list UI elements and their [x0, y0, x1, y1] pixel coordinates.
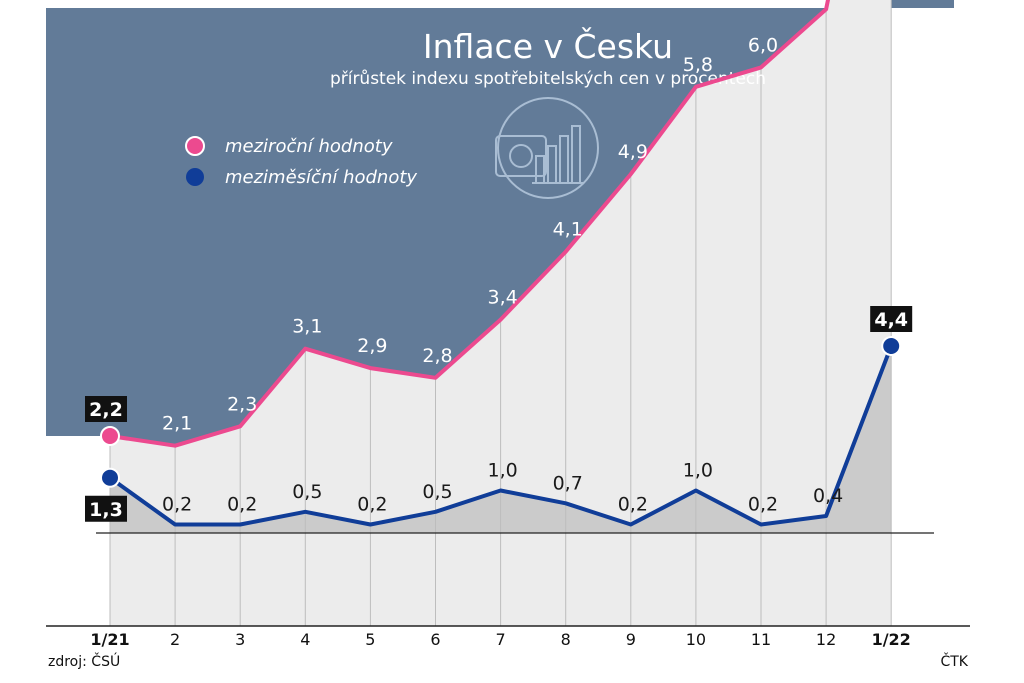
x-tick-label: 5 — [365, 630, 375, 649]
x-tick-label: 1/22 — [872, 630, 911, 649]
mom-data-label-box — [870, 306, 913, 332]
mom-data-label: 0,2 — [618, 494, 648, 516]
agency-credit: ČTK — [940, 652, 968, 670]
legend-marker-mom — [186, 168, 204, 186]
yoy-data-label-box — [85, 396, 127, 422]
x-tick-label: 2 — [170, 630, 180, 649]
x-tick-label: 9 — [626, 630, 636, 649]
mom-data-label: 0,2 — [357, 494, 387, 516]
yoy-data-label: 5,8 — [683, 54, 713, 76]
yoy-data-label: 3,1 — [292, 316, 322, 338]
x-tick-label: 7 — [496, 630, 506, 649]
mom-data-label: 0,2 — [748, 494, 778, 516]
x-tick-label: 8 — [561, 630, 571, 649]
x-tick-label: 12 — [816, 630, 836, 649]
yoy-data-label: 2,9 — [357, 335, 387, 357]
x-tick-label: 1/21 — [90, 630, 129, 649]
mom-data-label: 0,2 — [227, 494, 257, 516]
yoy-data-label: 2,2 — [89, 399, 123, 421]
mom-data-label: 1,0 — [487, 460, 517, 482]
x-tick-label: 4 — [300, 630, 310, 649]
yoy-data-label: 2,3 — [227, 393, 257, 415]
category-separators — [109, 0, 892, 626]
series-markers — [100, 336, 902, 488]
mom-marker-end — [881, 336, 902, 356]
mom-data-label: 0,2 — [162, 494, 192, 516]
x-ticks: 1/21 2 3 4 5 6 7 8 9 10 11 12 1/22 — [90, 630, 910, 649]
yoy-marker-start — [100, 426, 120, 446]
legend: meziroční hodnoty meziměsíční hodnoty — [185, 136, 417, 188]
mom-data-label: 1,3 — [89, 499, 123, 521]
source-note: zdroj: ČSÚ — [48, 652, 120, 670]
yoy-data-label: 4,9 — [618, 141, 648, 163]
x-tick-label: 6 — [430, 630, 440, 649]
legend-label-yoy: meziroční hodnoty — [225, 136, 393, 157]
legend-label-mom: meziměsíční hodnoty — [225, 167, 417, 188]
yoy-line — [109, 0, 831, 448]
yoy-data-label: 4,1 — [553, 219, 583, 241]
mom-data-label: 0,5 — [292, 481, 322, 503]
mom-data-label: 0,7 — [553, 472, 583, 494]
legend-marker-yoy — [185, 136, 205, 156]
chart-subtitle: přírůstek indexu spotřebitelských cen v … — [330, 69, 766, 89]
mom-data-label-box — [85, 495, 127, 522]
x-tick-label: 11 — [751, 630, 771, 649]
mom-marker-start — [100, 467, 120, 488]
chart-background-panel — [46, 0, 954, 446]
x-tick-label: 3 — [235, 630, 245, 649]
mom-line — [108, 345, 894, 527]
mom-data-label: 1,0 — [683, 460, 713, 482]
mom-data-label: 0,4 — [813, 485, 843, 507]
yoy-data-label: 2,1 — [162, 413, 192, 435]
yoy-data-label: 3,4 — [487, 287, 517, 309]
data-labels: 2,22,12,33,12,92,83,44,14,95,86,06,69,91… — [85, 34, 913, 522]
chart-title: Inflace v Česku — [423, 26, 673, 66]
money-chart-icon — [495, 97, 599, 199]
x-tick-label: 10 — [686, 630, 706, 649]
mom-data-label: 0,5 — [422, 481, 452, 503]
yoy-data-label: 6,0 — [748, 34, 778, 56]
mom-data-label: 4,4 — [874, 309, 908, 331]
yoy-data-label: 2,8 — [422, 345, 452, 367]
